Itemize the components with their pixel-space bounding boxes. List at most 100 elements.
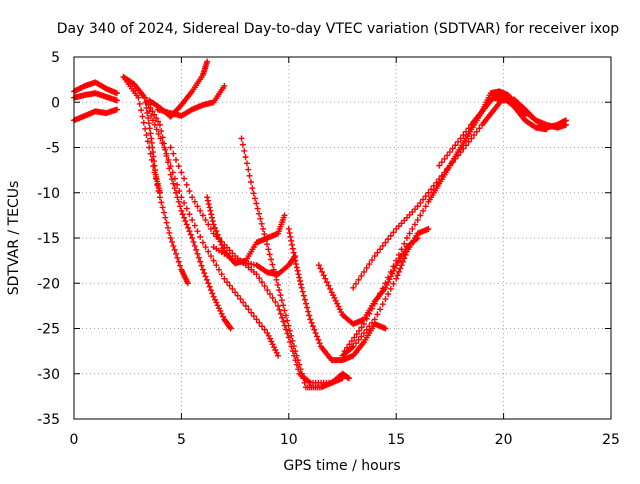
- data-point: [289, 245, 296, 252]
- data-point: [473, 128, 480, 135]
- data-point: [166, 229, 173, 236]
- data-point: [153, 115, 160, 122]
- data-point: [290, 249, 297, 256]
- data-point: [204, 58, 211, 65]
- data-point: [457, 135, 464, 142]
- data-point: [278, 297, 285, 304]
- data-point: [150, 163, 157, 170]
- data-point: [344, 344, 351, 351]
- data-point: [371, 300, 378, 307]
- data-point: [287, 233, 294, 240]
- data-point: [167, 163, 174, 170]
- data-point: [366, 261, 373, 268]
- data-point: [428, 186, 435, 193]
- data-point: [371, 253, 378, 260]
- data-point: [199, 266, 206, 273]
- data-point: [279, 314, 286, 321]
- data-point: [301, 296, 308, 303]
- data-point: [363, 315, 370, 322]
- data-point: [141, 94, 148, 101]
- series-track-5: [122, 76, 191, 287]
- data-point: [215, 266, 222, 273]
- data-point: [153, 126, 160, 133]
- data-point: [190, 238, 197, 245]
- data-point: [348, 337, 355, 344]
- data-point: [322, 275, 329, 282]
- data-point: [136, 100, 143, 107]
- data-point: [242, 154, 249, 161]
- data-point: [173, 189, 180, 196]
- series-track-2: [71, 90, 120, 104]
- data-point: [194, 203, 201, 210]
- series-track-11: [204, 194, 288, 267]
- data-point: [171, 246, 178, 253]
- y-tick-label: 0: [51, 95, 60, 111]
- data-point: [285, 225, 292, 232]
- x-axis-label: GPS time / hours: [283, 458, 400, 474]
- data-point: [245, 166, 252, 173]
- data-point: [224, 279, 231, 286]
- data-point: [178, 169, 185, 176]
- data-point: [258, 323, 265, 330]
- data-point: [281, 212, 288, 219]
- data-point: [249, 185, 256, 192]
- data-point: [183, 221, 190, 228]
- data-point: [385, 274, 392, 281]
- data-point: [286, 327, 293, 334]
- data-point: [186, 188, 193, 195]
- data-point: [393, 257, 400, 264]
- data-point: [143, 132, 150, 139]
- data-point: [255, 210, 262, 217]
- data-point: [147, 150, 154, 157]
- data-point: [317, 265, 324, 272]
- data-point: [140, 119, 147, 126]
- data-point: [377, 246, 384, 253]
- data-point: [243, 160, 250, 167]
- y-axis-label: SDTVAR / TECUs: [6, 181, 22, 296]
- data-point: [441, 169, 448, 176]
- data-point: [199, 239, 206, 246]
- data-point: [245, 306, 252, 313]
- data-point: [253, 316, 260, 323]
- data-point: [382, 296, 389, 303]
- data-point: [422, 193, 429, 200]
- data-point: [199, 212, 206, 219]
- data-point: [265, 246, 272, 253]
- y-tick-label: 5: [51, 50, 60, 66]
- data-point: [369, 257, 376, 264]
- data-point: [390, 229, 397, 236]
- data-point: [246, 172, 253, 179]
- data-point: [250, 190, 257, 197]
- data-point: [209, 214, 216, 221]
- data-point: [202, 273, 209, 280]
- data-point: [210, 221, 217, 228]
- data-point: [398, 246, 405, 253]
- series-track-13: [238, 135, 352, 391]
- data-point: [399, 258, 406, 265]
- data-point: [401, 255, 408, 262]
- data-point: [175, 198, 182, 205]
- data-point: [293, 352, 300, 359]
- data-point: [286, 229, 293, 236]
- data-point: [269, 294, 276, 301]
- data-point: [207, 253, 214, 260]
- data-point: [264, 241, 271, 248]
- data-point: [272, 271, 279, 278]
- data-point: [247, 179, 254, 186]
- data-point: [184, 280, 191, 287]
- data-point: [194, 228, 201, 235]
- data-point: [387, 232, 394, 239]
- data-point: [395, 251, 402, 258]
- data-point: [151, 121, 158, 128]
- data-point: [379, 301, 386, 308]
- data-point: [187, 231, 194, 238]
- data-point: [135, 94, 142, 101]
- data-point: [229, 285, 236, 292]
- data-point: [162, 214, 169, 221]
- data-point: [183, 181, 190, 188]
- y-tick-label: -15: [37, 231, 60, 247]
- data-point: [174, 254, 181, 261]
- data-point: [379, 285, 386, 292]
- data-point: [275, 302, 282, 309]
- y-tick-label: -25: [37, 322, 60, 338]
